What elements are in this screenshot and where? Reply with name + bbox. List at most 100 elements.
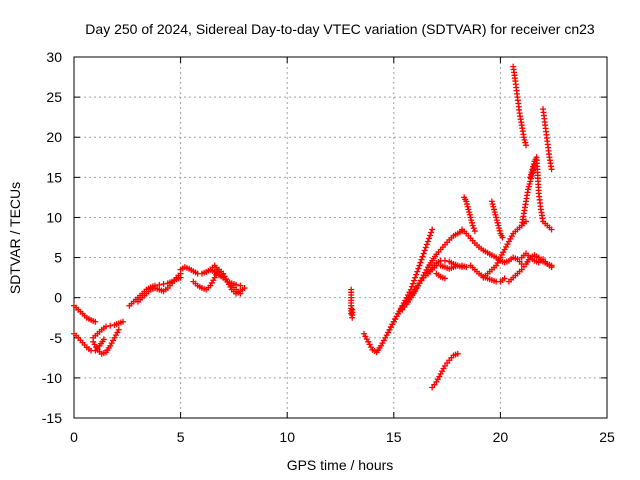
series-arc-6 bbox=[134, 270, 184, 305]
data-point bbox=[414, 268, 421, 275]
x-tick-label: 15 bbox=[386, 429, 402, 445]
data-point bbox=[454, 350, 461, 357]
axis-ticks bbox=[73, 56, 608, 419]
data-point bbox=[522, 218, 529, 225]
x-tick-label: 5 bbox=[177, 429, 185, 445]
chart-title: Day 250 of 2024, Sidereal Day-to-day VTE… bbox=[85, 21, 595, 37]
series-arc-16 bbox=[429, 350, 461, 391]
data-point bbox=[423, 241, 430, 248]
y-axis-label: SDTVAR / TECUs bbox=[7, 182, 23, 294]
series-arc-10 bbox=[348, 286, 356, 321]
series-arc-14 bbox=[424, 257, 466, 277]
data-point bbox=[520, 134, 527, 141]
x-tick-labels: 0 5 10 15 20 25 bbox=[70, 429, 615, 445]
data-point bbox=[421, 247, 428, 254]
data-point bbox=[459, 264, 466, 271]
data-point bbox=[491, 209, 498, 216]
series-arc-5 bbox=[126, 274, 184, 309]
y-tick-label: 20 bbox=[46, 129, 62, 145]
series-arc-9 bbox=[207, 262, 244, 297]
series-arc-26 bbox=[540, 106, 555, 173]
data-point bbox=[548, 264, 555, 271]
data-point bbox=[468, 217, 475, 224]
data-point bbox=[467, 214, 474, 221]
data-point bbox=[348, 310, 355, 317]
series-arc-23 bbox=[510, 63, 529, 149]
data-point bbox=[499, 234, 506, 241]
data-point bbox=[488, 198, 495, 205]
data-point bbox=[522, 139, 529, 146]
x-tick-label: 0 bbox=[70, 429, 78, 445]
data-point bbox=[530, 167, 537, 174]
series-arc-4 bbox=[90, 318, 127, 341]
data-point bbox=[241, 285, 248, 292]
y-tick-label: 10 bbox=[46, 209, 62, 225]
series-arc-15 bbox=[433, 270, 448, 282]
data-point bbox=[420, 250, 427, 257]
x-tick-label: 20 bbox=[493, 429, 509, 445]
data-point bbox=[466, 211, 473, 218]
data-point bbox=[464, 203, 471, 210]
y-tick-label: 30 bbox=[46, 49, 62, 65]
data-point bbox=[409, 280, 416, 287]
data-point bbox=[489, 201, 496, 208]
data-point bbox=[526, 181, 533, 188]
data-point bbox=[525, 186, 532, 193]
y-tick-label: 5 bbox=[54, 250, 62, 266]
data-point bbox=[237, 290, 244, 297]
data-point bbox=[102, 323, 109, 330]
data-point bbox=[531, 162, 538, 169]
data-point bbox=[425, 235, 432, 242]
data-point bbox=[469, 222, 476, 229]
series-arc-2 bbox=[71, 330, 107, 354]
data-point bbox=[160, 281, 167, 288]
data-point bbox=[493, 214, 500, 221]
data-point bbox=[493, 217, 500, 224]
y-tick-labels: -15 -10 -5 0 5 10 15 20 25 30 bbox=[42, 49, 62, 426]
data-point bbox=[463, 198, 470, 205]
data-point bbox=[411, 277, 418, 284]
series-arc-25 bbox=[518, 162, 538, 229]
series-arc-18 bbox=[461, 194, 478, 235]
x-tick-label: 10 bbox=[279, 429, 295, 445]
data-point bbox=[495, 225, 502, 232]
data-point bbox=[418, 256, 425, 263]
data-point bbox=[349, 306, 356, 313]
data-point bbox=[120, 318, 127, 325]
data-point bbox=[465, 206, 472, 213]
data-point bbox=[412, 274, 419, 281]
data-point bbox=[492, 211, 499, 218]
data-point bbox=[463, 201, 470, 208]
data-point bbox=[422, 244, 429, 251]
data-point bbox=[495, 222, 502, 229]
data-point bbox=[548, 166, 555, 173]
data-point bbox=[107, 322, 114, 329]
data-point bbox=[491, 206, 498, 213]
series-arc-27 bbox=[518, 250, 555, 271]
data-point bbox=[416, 262, 423, 269]
data-point bbox=[522, 142, 529, 149]
y-tick-label: -15 bbox=[42, 410, 62, 426]
series-arc-20 bbox=[488, 198, 506, 241]
data-point bbox=[529, 170, 536, 177]
data-point bbox=[528, 172, 535, 179]
data-point bbox=[525, 183, 532, 190]
data-point bbox=[100, 336, 107, 343]
data-point bbox=[470, 225, 477, 232]
y-tick-label: 25 bbox=[46, 89, 62, 105]
data-point bbox=[521, 136, 528, 143]
data-point bbox=[501, 275, 508, 282]
data-point bbox=[494, 219, 501, 226]
grid-lines bbox=[74, 57, 607, 418]
y-tick-label: -10 bbox=[42, 370, 62, 386]
data-point bbox=[466, 209, 473, 216]
data-point bbox=[415, 265, 422, 272]
data-point bbox=[417, 259, 424, 266]
x-tick-label: 25 bbox=[599, 429, 615, 445]
data-point bbox=[490, 203, 497, 210]
data-point bbox=[441, 257, 448, 264]
y-tick-label: 15 bbox=[46, 169, 62, 185]
y-tick-label: -5 bbox=[50, 330, 63, 346]
series-arc-12 bbox=[386, 226, 436, 333]
